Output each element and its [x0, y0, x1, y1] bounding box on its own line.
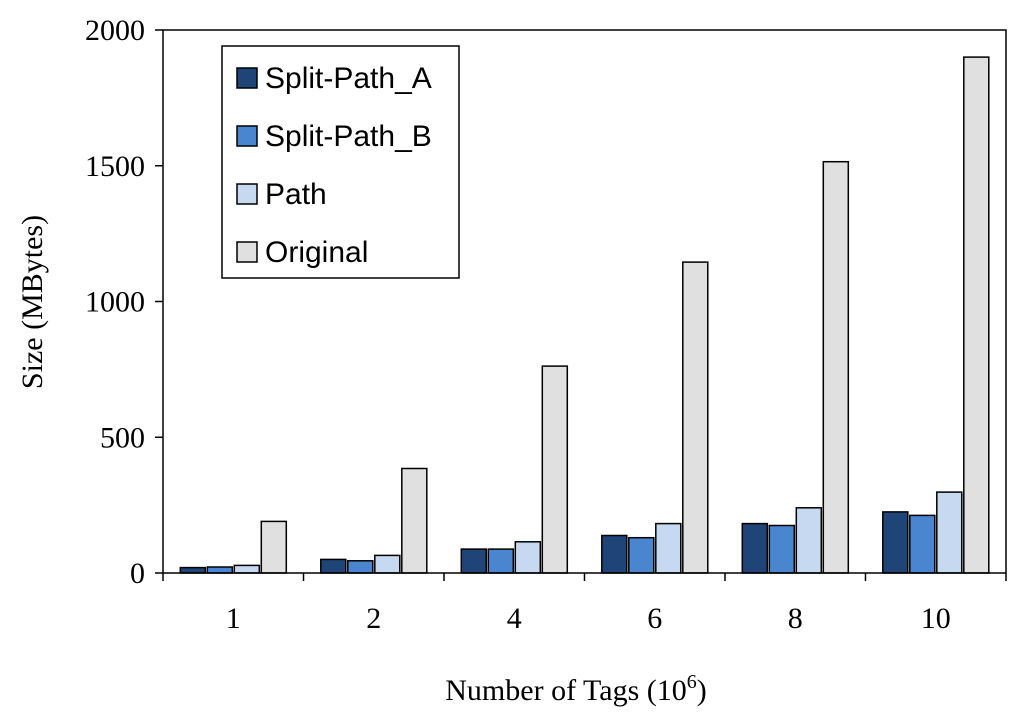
x-tick-label-4: 4: [507, 602, 522, 635]
y-tick-label-2000: 2000: [85, 14, 145, 47]
legend-label-original: Original: [265, 236, 368, 269]
x-axis-title-suffix: ): [697, 674, 707, 707]
y-tick-label-500: 500: [100, 421, 145, 454]
x-axis-title-superscript: 6: [687, 671, 697, 693]
x-axis-title-main: Number of Tags (10: [445, 674, 686, 707]
bar-path-2: [374, 554, 401, 574]
bar-path-1: [233, 564, 261, 574]
legend-swatch-split-path-b: [236, 125, 258, 147]
bar-split-path-a-10: [882, 511, 909, 574]
legend-label-path: Path: [265, 178, 327, 211]
bars-group: [179, 56, 990, 574]
legend-swatch-split-path-a: [236, 67, 258, 89]
x-tick-label-6: 6: [647, 602, 662, 635]
y-tick-label-0: 0: [130, 557, 145, 590]
x-axis-title: Number of Tags (106): [445, 671, 706, 707]
legend-box: [221, 45, 460, 279]
bar-split-path-a-6: [601, 534, 628, 574]
bar-split-path-b-4: [487, 548, 515, 574]
y-axis-title: Size (MBytes): [16, 215, 49, 389]
bar-path-10: [936, 491, 963, 574]
bar-original-4: [541, 365, 569, 574]
x-tick-label-1: 1: [226, 602, 241, 635]
bar-path-6: [655, 522, 682, 574]
bar-split-path-b-8: [768, 524, 796, 574]
bar-split-path-b-10: [909, 514, 936, 574]
legend: Split-Path_A Split-Path_B Path Original: [221, 45, 460, 279]
bar-split-path-a-4: [460, 548, 488, 574]
y-tick-label-1500: 1500: [85, 150, 145, 183]
bar-split-path-b-1: [206, 566, 234, 574]
ticks-group: 0 500 1000 1500 2000 1 2 4 6 8 10: [85, 14, 1007, 635]
bar-path-4: [514, 541, 542, 574]
bar-original-1: [260, 520, 288, 574]
bar-original-10: [963, 56, 990, 574]
legend-label-split-path-b: Split-Path_B: [265, 120, 432, 153]
bar-original-2: [401, 467, 428, 574]
bar-original-6: [682, 261, 709, 574]
bar-original-8: [822, 160, 850, 574]
bar-split-path-b-6: [628, 536, 655, 574]
bar-split-path-a-2: [320, 558, 347, 574]
x-tick-label-8: 8: [788, 602, 803, 635]
bar-split-path-b-2: [347, 560, 374, 574]
y-tick-label-1000: 1000: [85, 286, 145, 319]
legend-swatch-path: [236, 183, 258, 205]
bar-split-path-a-8: [741, 522, 769, 574]
bar-split-path-a-1: [179, 566, 207, 574]
x-tick-label-10: 10: [921, 602, 951, 635]
bar-path-8: [795, 507, 823, 574]
x-tick-label-2: 2: [366, 602, 381, 635]
legend-label-split-path-a: Split-Path_A: [265, 62, 432, 95]
legend-swatch-original: [236, 241, 258, 263]
